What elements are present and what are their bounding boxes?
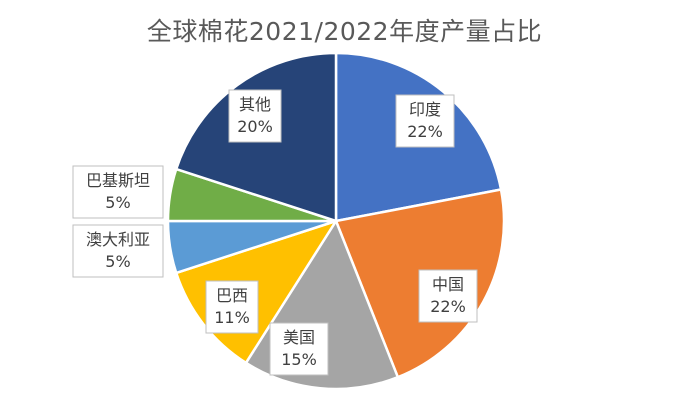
data-label-3: 美国 15% <box>269 322 329 376</box>
data-label-box <box>228 89 282 143</box>
data-label-box <box>205 280 259 334</box>
data-label-7: 其他 20% <box>228 89 282 143</box>
data-label-value: 22% <box>430 297 466 316</box>
data-label-2: 中国 22% <box>418 269 478 323</box>
data-label-category: 美国 <box>283 328 315 347</box>
data-label-value: 15% <box>281 350 317 369</box>
data-label-1: 印度 22% <box>395 94 455 148</box>
data-label-value: 5% <box>105 252 130 271</box>
data-label-6: 巴基斯坦 5% <box>72 165 164 219</box>
data-label-value: 20% <box>237 117 273 136</box>
data-label-category: 澳大利亚 <box>86 230 150 249</box>
data-label-box <box>395 94 455 148</box>
data-label-value: 5% <box>105 193 130 212</box>
data-label-category: 印度 <box>409 100 441 119</box>
data-label-5: 澳大利亚 5% <box>72 224 164 278</box>
data-label-4: 巴西 11% <box>205 280 259 334</box>
data-label-category: 其他 <box>239 95 271 114</box>
data-label-category: 巴基斯坦 <box>86 171 150 190</box>
data-label-box <box>418 269 478 323</box>
data-label-value: 11% <box>214 308 250 327</box>
data-label-value: 22% <box>407 122 443 141</box>
data-label-box <box>72 165 164 219</box>
data-label-box <box>72 224 164 278</box>
data-label-category: 巴西 <box>216 286 248 305</box>
data-label-box <box>269 322 329 376</box>
data-label-category: 中国 <box>432 275 464 294</box>
pie-callouts: 印度 22% 中国 22% 美国 15% 巴西 11% 澳大利亚 5% 巴基斯坦 5% 其他 20% <box>72 89 478 376</box>
chart-title: 全球棉花2021/2022年度产量占比 <box>146 17 543 46</box>
